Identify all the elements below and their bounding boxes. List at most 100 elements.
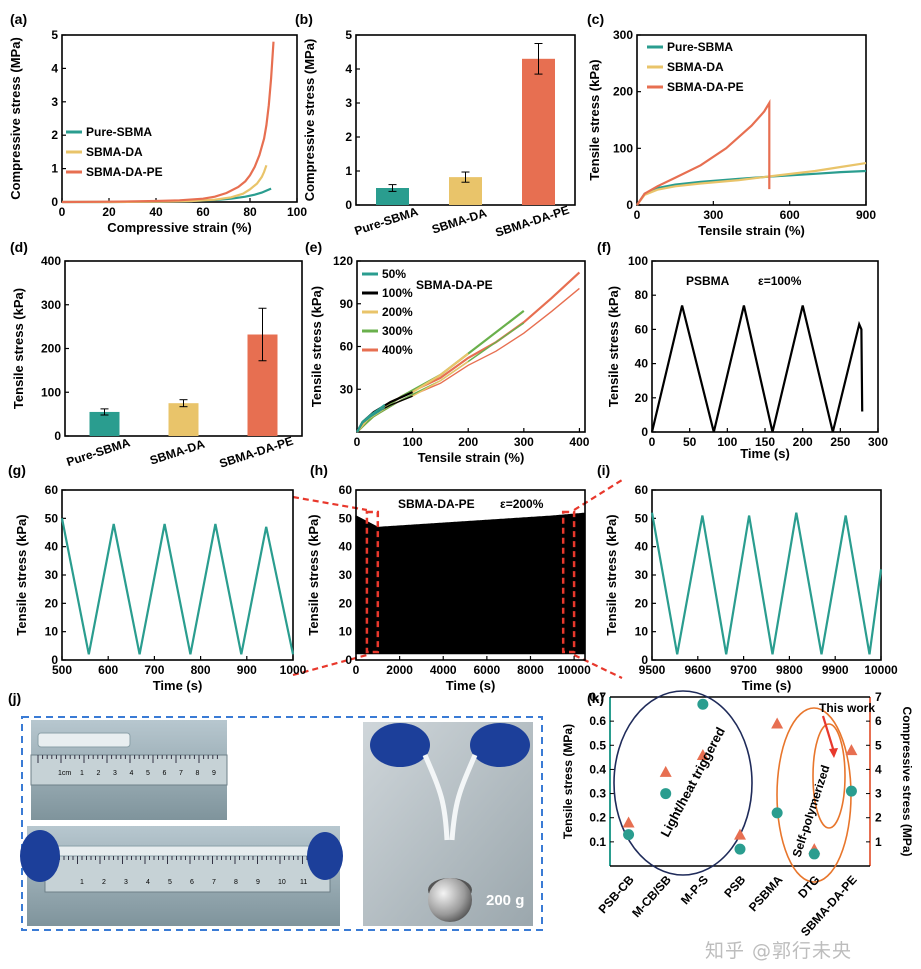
this-work-arrowhead [829, 748, 838, 758]
x-tick-label: 1000 [280, 663, 307, 677]
y-tick-label: 60 [45, 483, 59, 497]
y-tick-label: 40 [339, 540, 353, 554]
chart-annotation: ε=200% [500, 497, 544, 511]
glove-left [20, 830, 60, 882]
y-tick-label: 4 [51, 61, 58, 75]
ruler-digit: 6 [190, 879, 194, 886]
x-tick-label: 40 [149, 205, 163, 219]
bar-2 [522, 58, 555, 205]
x-axis-label: Compressive strain (%) [107, 220, 252, 235]
y-tick-label: 2 [345, 130, 352, 144]
y-tick-label: 20 [45, 596, 59, 610]
y-tick-label: 30 [45, 568, 59, 582]
x-tick-label: 10000 [864, 663, 898, 677]
legend-label: 100% [382, 286, 413, 300]
annotation-light-heat: Light/heat triggered [657, 725, 728, 840]
glove-left-top [370, 723, 430, 767]
hydrogel-strand [422, 754, 478, 841]
y-tick-label: 40 [635, 357, 649, 371]
category-label: PSB [721, 872, 748, 900]
y-tick-label: 30 [635, 568, 649, 582]
x-tick-label: 500 [52, 663, 72, 677]
x-tick-label: 900 [856, 208, 876, 222]
legend-label: 300% [382, 324, 413, 338]
y-tick-label: 0 [641, 425, 648, 439]
y-tick-label: 10 [635, 625, 649, 639]
x-axis-label: Tensile strain (%) [698, 223, 805, 238]
x-tick-label: 2000 [386, 663, 413, 677]
ruler-digit: 8 [196, 770, 200, 777]
triangle-marker [734, 828, 746, 840]
category-label: SBMA-DA-PE [494, 203, 571, 240]
group-ellipse-this-work [812, 723, 846, 829]
ruler-digit: 7 [212, 879, 216, 886]
y-tick-label: 0.2 [589, 811, 606, 825]
panel-i-chart: 9500 9600 9700 9800 9900 10000 0 10 20 30 40 50 60 Ti… [604, 483, 898, 693]
x-tick-label: 0 [354, 435, 361, 449]
triangle-marker [622, 816, 635, 828]
x-axis-label: Tensile strain (%) [418, 450, 525, 465]
y-tick-label: 20 [635, 596, 649, 610]
zoom-line [573, 479, 623, 511]
y-tick-label: 10 [45, 625, 59, 639]
y-axis-label: Tensile stress (MPa) [561, 724, 575, 839]
y-axis-label: Compressive stress (MPa) [302, 39, 317, 202]
y-tick-label: 0.6 [589, 714, 606, 728]
group-ellipse-light-heat [613, 690, 753, 876]
this-work-arrow [821, 715, 836, 753]
legend-label: SBMA-DA [86, 145, 143, 159]
y2-tick-label: 7 [875, 690, 882, 704]
y-tick-label: 80 [635, 288, 649, 302]
y-tick-label: 100 [41, 385, 61, 399]
x-tick-label: 60 [196, 205, 210, 219]
ruler-long-ticks: 1 2 3 4 5 6 7 8 9 10 11 [54, 856, 330, 886]
ruler-digit: 11 [300, 879, 307, 886]
ruler-digit: 4 [130, 770, 134, 777]
ruler-label: 1cm [58, 770, 71, 777]
panel-k-chart: 0.1 0.2 0.3 0.4 0.5 0.6 0.7 1 2 3 4 5 6 7 Tensile stre… [561, 690, 914, 939]
glove-right [307, 832, 343, 880]
legend-label: 200% [382, 305, 413, 319]
panel-label: (f) [597, 239, 611, 255]
panel-h-chart: 0 2000 4000 6000 8000 10000 0 10 20 30 40 50 60 Time … [306, 483, 591, 693]
x-axis-label: Time (s) [740, 446, 790, 461]
y-tick-label: 0 [641, 653, 648, 667]
zoom-line [573, 654, 623, 679]
x-tick-label: 9600 [684, 663, 711, 677]
bar-0 [376, 188, 409, 205]
y-tick-label: 300 [41, 298, 61, 312]
chart-title: SBMA-DA-PE [398, 497, 475, 511]
y-axis-label: Tensile stress (kPa) [306, 514, 321, 635]
glove-right-top [470, 723, 530, 767]
weight-body [428, 878, 472, 922]
legend-label: 400% [382, 343, 413, 357]
annotation-self-polymerized: Self-polymerized [790, 763, 833, 859]
ruler-long [44, 855, 331, 893]
ruler-short [30, 754, 228, 786]
x-tick-label: 9900 [822, 663, 849, 677]
x-tick-label: 100 [403, 435, 423, 449]
dashed-frame [21, 716, 543, 931]
x-axis-label: Time (s) [153, 678, 203, 693]
x-tick-label: 9800 [776, 663, 803, 677]
x-tick-label: 6000 [474, 663, 501, 677]
x-axis-label: Time (s) [742, 678, 792, 693]
y-axis-label: Tensile stress (kPa) [309, 286, 324, 407]
y2-tick-label: 3 [875, 787, 882, 801]
y-tick-label: 5 [51, 28, 58, 42]
ruler-digit: 1 [80, 879, 84, 886]
y-tick-label: 400 [41, 254, 61, 268]
ruler-digit: 5 [168, 879, 172, 886]
x-tick-label: 200 [458, 435, 478, 449]
y2-tick-label: 2 [875, 811, 882, 825]
x-axis-label: Time (s) [446, 678, 496, 693]
y-tick-label: 0.5 [589, 738, 606, 752]
y-tick-label: 50 [45, 511, 59, 525]
y-tick-label: 200 [613, 85, 633, 99]
plot-frame [61, 489, 294, 661]
triangle-marker [659, 765, 672, 777]
ruler-digit: 2 [102, 879, 106, 886]
y2-tick-label: 6 [875, 714, 882, 728]
ruler-digit: 1 [80, 770, 84, 777]
